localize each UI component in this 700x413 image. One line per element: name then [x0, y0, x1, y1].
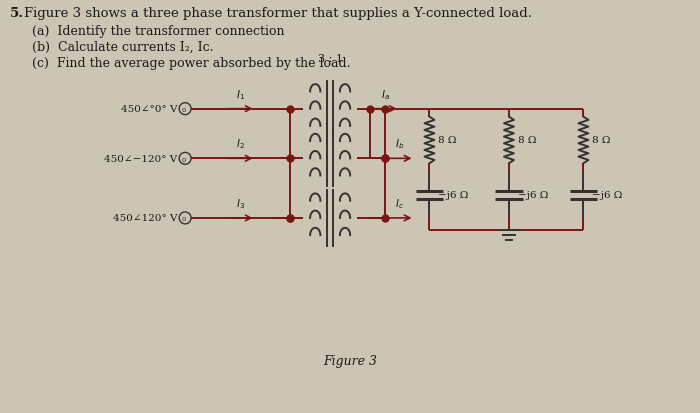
Text: 3 : 1: 3 : 1 [318, 54, 342, 64]
Text: 8 Ω: 8 Ω [592, 136, 611, 145]
Text: (b)  Calculate currents I₂, Iᴄ.: (b) Calculate currents I₂, Iᴄ. [32, 41, 214, 54]
Text: $I_3$: $I_3$ [236, 197, 245, 211]
Text: $I_2$: $I_2$ [237, 137, 245, 151]
Text: 450∠°0° V: 450∠°0° V [120, 105, 177, 114]
Text: o: o [182, 157, 186, 162]
Text: $I_b$: $I_b$ [395, 137, 405, 151]
Text: (c)  Find the average power absorbed by the load.: (c) Find the average power absorbed by t… [32, 57, 351, 70]
Text: 8 Ω: 8 Ω [518, 136, 536, 145]
Text: 5.: 5. [10, 7, 25, 20]
Text: −j6 Ω: −j6 Ω [592, 191, 623, 199]
Text: $I_1$: $I_1$ [236, 88, 245, 102]
Text: −j6 Ω: −j6 Ω [438, 191, 469, 199]
Text: −j6 Ω: −j6 Ω [518, 191, 548, 199]
Text: 450∠−120° V: 450∠−120° V [104, 154, 177, 164]
Text: $I_a$: $I_a$ [382, 88, 391, 102]
Text: 450∠120° V: 450∠120° V [113, 214, 177, 223]
Text: Figure 3: Figure 3 [323, 354, 377, 367]
Text: $I_c$: $I_c$ [395, 197, 404, 211]
Text: o: o [182, 216, 186, 222]
Text: 8 Ω: 8 Ω [438, 136, 457, 145]
Text: (a)  Identify the transformer connection: (a) Identify the transformer connection [32, 25, 285, 38]
Text: o: o [182, 107, 186, 113]
Text: Figure 3 shows a three phase transformer that supplies a Y-connected load.: Figure 3 shows a three phase transformer… [25, 7, 532, 20]
